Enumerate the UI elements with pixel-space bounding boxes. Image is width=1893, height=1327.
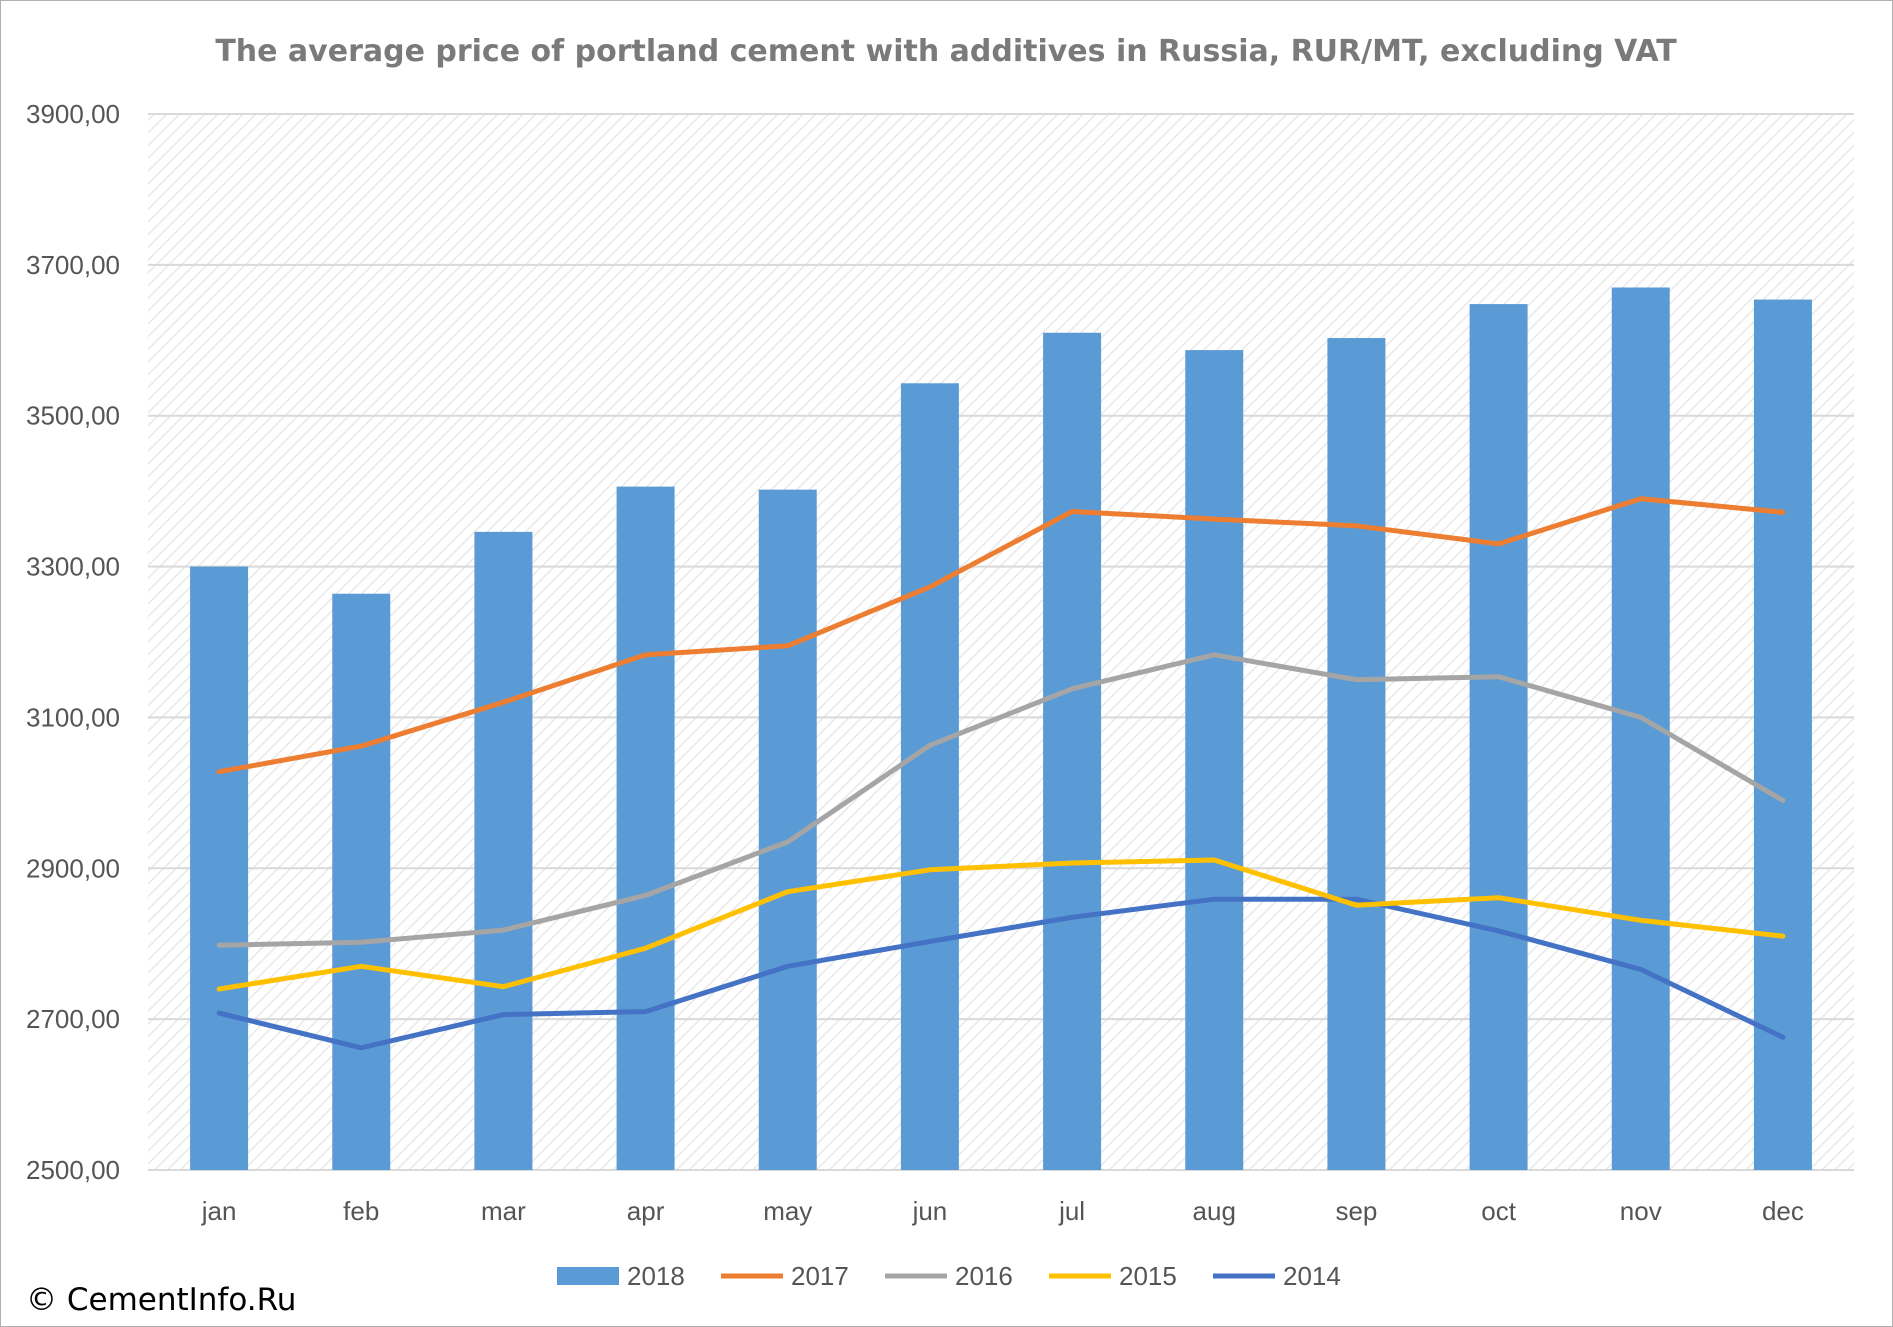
line-series xyxy=(216,496,1786,1051)
legend-swatch-2018 xyxy=(557,1267,619,1285)
x-tick-label-feb: feb xyxy=(343,1196,379,1226)
x-tick-label-mar: mar xyxy=(481,1196,526,1226)
y-tick-label: 3700,00 xyxy=(26,250,120,280)
legend-label-2017: 2017 xyxy=(791,1261,849,1291)
bar-series-2018 xyxy=(190,287,1812,1171)
x-tick-label-jun: jun xyxy=(912,1196,948,1226)
line-series-2016 xyxy=(216,652,1786,948)
legend-label-2015: 2015 xyxy=(1119,1261,1177,1291)
gridlines xyxy=(148,113,1854,1171)
y-tick-label: 3300,00 xyxy=(26,552,120,582)
x-tick-label-dec: dec xyxy=(1762,1196,1804,1226)
x-tick-label-jan: jan xyxy=(201,1196,237,1226)
y-tick-label: 2900,00 xyxy=(26,853,120,883)
plot-area xyxy=(148,114,1854,1170)
x-tick-label-jul: jul xyxy=(1058,1196,1085,1226)
y-axis-ticks: 2500,00 2700,00 2900,00 3100,00 3300,00 3500,… xyxy=(26,99,120,1185)
legend-label-2018: 2018 xyxy=(627,1261,685,1291)
x-tick-label-apr: apr xyxy=(627,1196,665,1226)
legend-label-2016: 2016 xyxy=(955,1261,1013,1291)
x-tick-label-may: may xyxy=(763,1196,812,1226)
y-tick-label: 2700,00 xyxy=(26,1004,120,1034)
bar-2018-jan xyxy=(190,566,249,1170)
line-series-2015 xyxy=(216,857,1786,992)
bar-2018-dec xyxy=(1753,299,1812,1170)
bar-2018-mar xyxy=(474,531,533,1170)
x-tick-label-oct: oct xyxy=(1481,1196,1516,1226)
bar-2018-feb xyxy=(332,593,391,1170)
bar-2018-sep xyxy=(1327,338,1386,1171)
x-axis-ticks: jan feb mar apr may jun jul aug sep oct nov dec xyxy=(201,1196,1804,1226)
x-tick-label-aug: aug xyxy=(1193,1196,1236,1226)
line-series-2017 xyxy=(216,496,1786,775)
chart-title: The average price of portland cement wit… xyxy=(215,34,1677,69)
bar-2018-aug xyxy=(1185,350,1244,1170)
legend: 2018 2017 2016 2015 2014 xyxy=(557,1261,1341,1291)
bar-2018-jul xyxy=(1043,332,1102,1170)
copyright-text: © CementInfo.Ru xyxy=(26,1282,297,1318)
y-tick-label: 3900,00 xyxy=(26,99,120,129)
line-series-2014 xyxy=(216,896,1786,1051)
legend-label-2014: 2014 xyxy=(1283,1261,1341,1291)
y-tick-label: 3100,00 xyxy=(26,702,120,732)
y-tick-label: 3500,00 xyxy=(26,401,120,431)
y-tick-label: 2500,00 xyxy=(26,1155,120,1185)
x-tick-label-nov: nov xyxy=(1620,1196,1662,1226)
bar-2018-oct xyxy=(1469,304,1528,1171)
bar-2018-jun xyxy=(900,383,959,1170)
x-tick-label-sep: sep xyxy=(1335,1196,1377,1226)
bar-2018-apr xyxy=(616,486,675,1170)
